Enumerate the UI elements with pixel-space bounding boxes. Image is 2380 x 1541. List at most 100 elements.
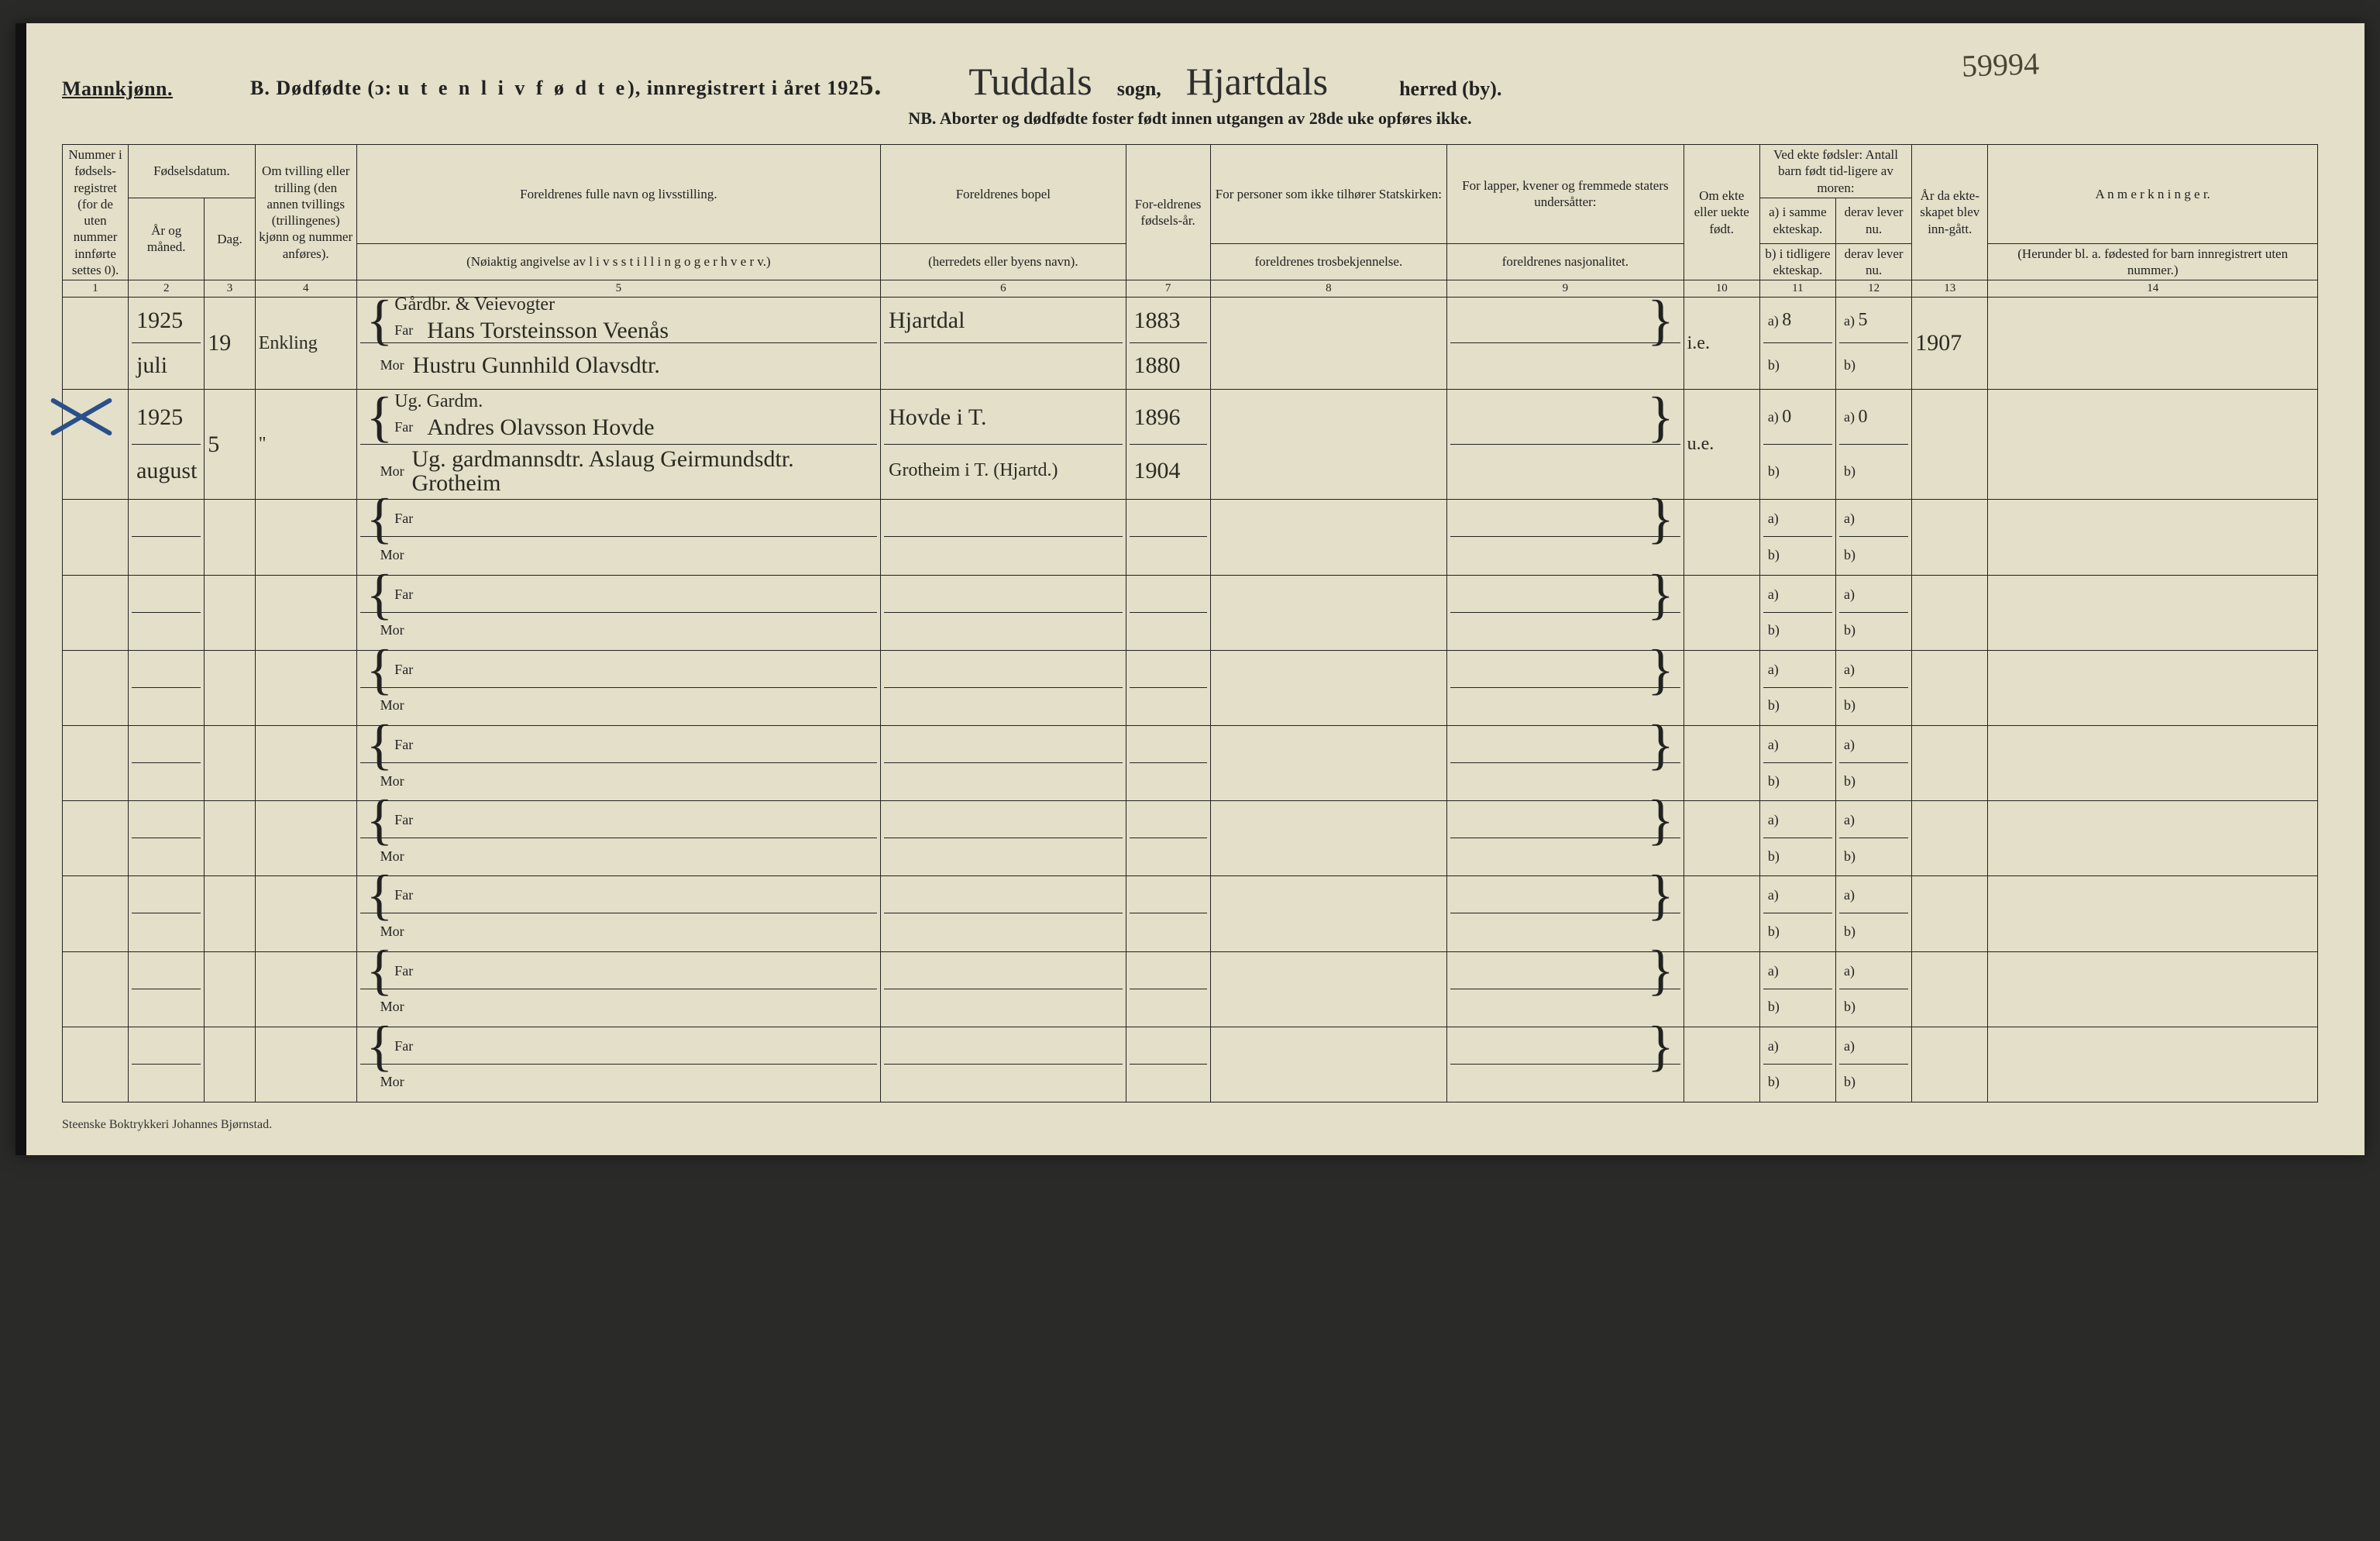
ab-cell: a) 8 b) <box>1759 298 1835 390</box>
a-value: 0 <box>1858 408 1867 427</box>
table-row: { Far Mor } a) b) a) b) <box>63 876 2318 951</box>
hdr-year-month: År og måned. <box>129 198 205 280</box>
twin: Enkling <box>255 298 356 390</box>
far-label: Far <box>394 662 422 678</box>
brace-icon: { <box>365 401 395 434</box>
twin <box>255 1027 356 1102</box>
twin <box>255 575 356 650</box>
a-label: a) <box>1768 662 1779 678</box>
b-label: b) <box>1844 357 1856 373</box>
cell: Hovde i T. Grotheim i T. (Hjartd.) <box>881 390 1126 500</box>
cell <box>1126 876 1210 951</box>
b-label: b) <box>1768 1074 1780 1090</box>
far-label: Far <box>394 737 422 753</box>
remarks <box>1988 298 2318 390</box>
form-title: B. Dødfødte (ɔ: u t e n l i v f ø d t e)… <box>250 71 882 101</box>
brace-icon: } <box>1646 304 1676 337</box>
mor-label: Mor <box>380 357 408 373</box>
cell <box>1126 575 1210 650</box>
b-label: b) <box>1768 463 1780 480</box>
religion <box>1210 876 1447 951</box>
colnum: 1 <box>63 280 129 298</box>
ab-cell: a) b) <box>1759 575 1835 650</box>
brace-icon: { <box>365 803 395 837</box>
cell <box>129 951 205 1027</box>
title-prefix: B. Dødfødte (ɔ: <box>250 77 398 99</box>
district-name-hand: Hjartdals <box>1177 62 1337 101</box>
legitimate <box>1684 650 1759 725</box>
cell <box>881 575 1126 650</box>
parents-cell: { Far Mor <box>356 876 880 951</box>
table-row: 1925 juli 19Enkling { Gårdbr. & Veievogt… <box>63 298 2318 390</box>
parents-cell: { Far Mor <box>356 725 880 800</box>
religion <box>1210 650 1447 725</box>
colnum: 7 <box>1126 280 1210 298</box>
brace-cell: } <box>1447 390 1684 500</box>
father-name: Andres Olavsson Hovde <box>427 415 654 440</box>
mor-label: Mor <box>380 924 408 940</box>
mor-label: Mor <box>380 848 408 865</box>
b-label: b) <box>1844 848 1856 865</box>
reg-number <box>63 298 129 390</box>
far-label: Far <box>394 511 422 527</box>
brace-icon: } <box>1646 401 1676 434</box>
brace-icon: } <box>1646 954 1676 987</box>
hdr-twin: Om tvilling eller trilling (den annen tv… <box>255 145 356 280</box>
register-table: Nummer i fødsels-registret (for de uten … <box>62 144 2318 1102</box>
day <box>205 575 255 650</box>
table-row: { Far Mor } a) b) a) b) <box>63 725 2318 800</box>
reg-number <box>63 390 129 500</box>
religion <box>1210 1027 1447 1102</box>
a-label: a) <box>1768 511 1779 527</box>
hdr-11a: a) i samme ekteskap. <box>1759 198 1835 243</box>
brace-icon: { <box>365 502 395 535</box>
ab-cell: a) b) <box>1759 951 1835 1027</box>
far-label: Far <box>394 322 422 339</box>
far-label: Far <box>394 812 422 828</box>
table-body: 1925 juli 19Enkling { Gårdbr. & Veievogt… <box>63 298 2318 1102</box>
a-label: a) <box>1844 662 1855 678</box>
district-label: herred (by). <box>1399 77 1501 101</box>
colnum: 6 <box>881 280 1126 298</box>
religion <box>1210 298 1447 390</box>
marriage-year <box>1912 1027 1988 1102</box>
day <box>205 725 255 800</box>
ab-cell: a) b) <box>1836 575 1912 650</box>
twin <box>255 500 356 575</box>
cell <box>129 575 205 650</box>
parish-name-hand: Tuddals <box>959 62 1101 101</box>
cell <box>1126 1027 1210 1102</box>
day <box>205 650 255 725</box>
cell <box>881 725 1126 800</box>
a-label: a) <box>1844 963 1855 979</box>
cell <box>129 725 205 800</box>
legitimate <box>1684 725 1759 800</box>
colnum: 13 <box>1912 280 1988 298</box>
father-name: Hans Torsteinsson Veenås <box>427 318 669 343</box>
a-label: a) <box>1768 812 1779 828</box>
hdr-remarks: A n m e r k n i n g e r. <box>1988 145 2318 244</box>
parents-cell: { Far Mor <box>356 801 880 876</box>
remarks <box>1988 951 2318 1027</box>
remarks <box>1988 876 2318 951</box>
religion <box>1210 725 1447 800</box>
reg-number <box>63 650 129 725</box>
reg-number <box>63 951 129 1027</box>
cell <box>881 500 1126 575</box>
brace-cell: } <box>1447 1027 1684 1102</box>
cell: Hjartdal <box>881 298 1126 390</box>
far-label: Far <box>394 419 422 435</box>
legitimate: i.e. <box>1684 298 1759 390</box>
marriage-year <box>1912 801 1988 876</box>
b-label: b) <box>1844 773 1856 789</box>
hdr-day: Dag. <box>205 198 255 280</box>
hdr-parents-birthyear: For-eldrenes fødsels-år. <box>1126 145 1210 280</box>
colnum: 14 <box>1988 280 2318 298</box>
title-year-digit: 5. <box>859 70 882 101</box>
scan-edge <box>15 23 26 1155</box>
a-label: a) <box>1768 1038 1779 1054</box>
parents-cell: { Far Mor <box>356 951 880 1027</box>
brace-icon: } <box>1646 653 1676 686</box>
legitimate <box>1684 951 1759 1027</box>
legitimate <box>1684 801 1759 876</box>
